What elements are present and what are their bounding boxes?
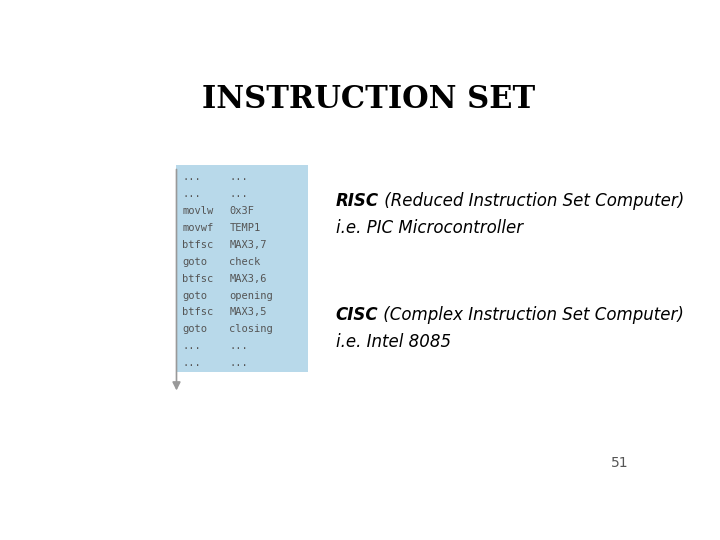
Text: i.e. Intel 8085: i.e. Intel 8085 (336, 333, 451, 351)
Text: RISC: RISC (336, 192, 379, 210)
Text: ...: ... (182, 189, 201, 199)
Text: check: check (230, 257, 261, 267)
Text: ...: ... (230, 341, 248, 352)
Text: (Reduced Instruction Set Computer): (Reduced Instruction Set Computer) (379, 192, 684, 210)
Text: goto: goto (182, 257, 207, 267)
Text: opening: opening (230, 291, 274, 301)
Text: i.e. PIC Microcontroller: i.e. PIC Microcontroller (336, 219, 523, 237)
Text: btfsc: btfsc (182, 274, 213, 284)
Text: ...: ... (230, 358, 248, 368)
Text: MAX3,6: MAX3,6 (230, 274, 267, 284)
Text: 51: 51 (611, 456, 629, 470)
Text: 0x3F: 0x3F (230, 206, 254, 216)
Bar (176, 165, 307, 373)
Text: ...: ... (182, 358, 201, 368)
Text: btfsc: btfsc (182, 307, 213, 318)
Text: MAX3,7: MAX3,7 (230, 240, 267, 250)
Text: ...: ... (182, 341, 201, 352)
Text: movlw: movlw (182, 206, 213, 216)
Text: goto: goto (182, 325, 207, 334)
Text: goto: goto (182, 291, 207, 301)
Text: movwf: movwf (182, 223, 213, 233)
Text: (Complex Instruction Set Computer): (Complex Instruction Set Computer) (378, 306, 684, 324)
Text: ...: ... (230, 172, 248, 183)
Text: TEMP1: TEMP1 (230, 223, 261, 233)
Text: CISC: CISC (336, 306, 378, 324)
Text: MAX3,5: MAX3,5 (230, 307, 267, 318)
Text: btfsc: btfsc (182, 240, 213, 250)
Text: INSTRUCTION SET: INSTRUCTION SET (202, 84, 536, 114)
Text: ...: ... (230, 189, 248, 199)
Text: ...: ... (182, 172, 201, 183)
Text: closing: closing (230, 325, 274, 334)
